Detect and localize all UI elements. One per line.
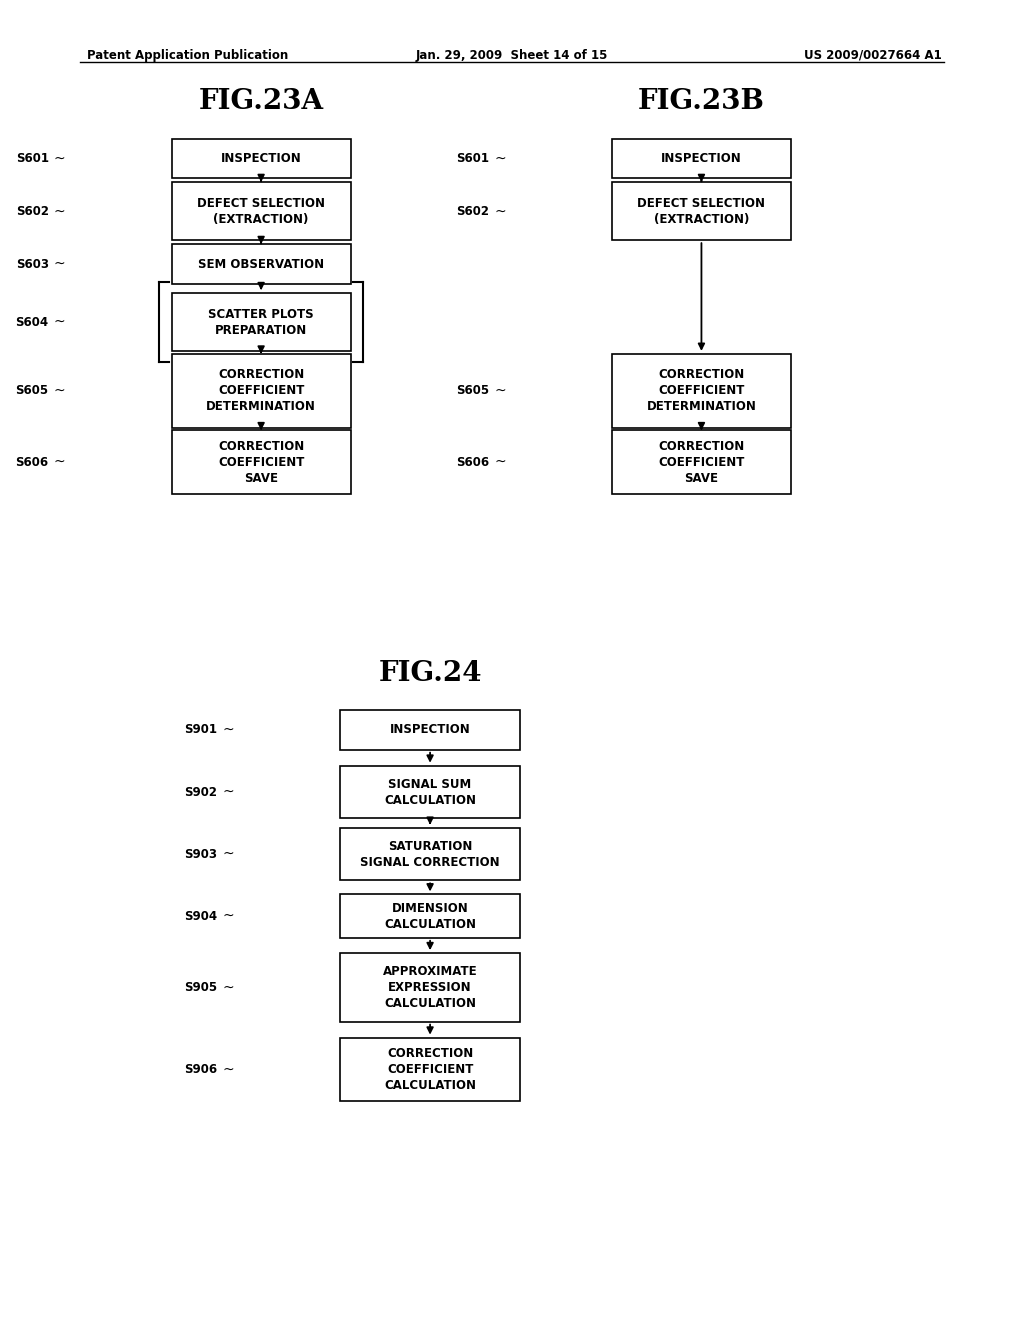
Text: ~: ~ xyxy=(222,1063,234,1076)
FancyBboxPatch shape xyxy=(340,766,520,818)
Text: Jan. 29, 2009  Sheet 14 of 15: Jan. 29, 2009 Sheet 14 of 15 xyxy=(416,49,608,62)
Text: ~: ~ xyxy=(53,384,66,397)
Text: ~: ~ xyxy=(222,847,234,861)
Text: FIG.24: FIG.24 xyxy=(378,660,482,686)
FancyBboxPatch shape xyxy=(340,895,520,937)
Text: CORRECTION
COEFFICIENT
SAVE: CORRECTION COEFFICIENT SAVE xyxy=(658,440,744,484)
FancyBboxPatch shape xyxy=(172,139,350,178)
Text: DEFECT SELECTION
(EXTRACTION): DEFECT SELECTION (EXTRACTION) xyxy=(637,197,766,226)
Text: S601: S601 xyxy=(456,152,489,165)
Text: ~: ~ xyxy=(222,785,234,799)
Text: CORRECTION
COEFFICIENT
SAVE: CORRECTION COEFFICIENT SAVE xyxy=(218,440,304,484)
FancyBboxPatch shape xyxy=(172,354,350,428)
Text: S606: S606 xyxy=(15,455,48,469)
Text: S605: S605 xyxy=(456,384,489,397)
FancyBboxPatch shape xyxy=(612,182,791,240)
Text: APPROXIMATE
EXPRESSION
CALCULATION: APPROXIMATE EXPRESSION CALCULATION xyxy=(383,965,477,1010)
Text: SATURATION
SIGNAL CORRECTION: SATURATION SIGNAL CORRECTION xyxy=(360,840,500,869)
Text: CORRECTION
COEFFICIENT
DETERMINATION: CORRECTION COEFFICIENT DETERMINATION xyxy=(646,368,757,413)
Text: S606: S606 xyxy=(456,455,489,469)
FancyBboxPatch shape xyxy=(172,293,350,351)
FancyBboxPatch shape xyxy=(612,354,791,428)
Text: S901: S901 xyxy=(184,723,217,737)
FancyBboxPatch shape xyxy=(612,139,791,178)
Text: CORRECTION
COEFFICIENT
DETERMINATION: CORRECTION COEFFICIENT DETERMINATION xyxy=(206,368,316,413)
Text: INSPECTION: INSPECTION xyxy=(662,152,741,165)
Text: S905: S905 xyxy=(184,981,217,994)
Text: S603: S603 xyxy=(15,257,48,271)
Text: DIMENSION
CALCULATION: DIMENSION CALCULATION xyxy=(384,902,476,931)
Text: FIG.23A: FIG.23A xyxy=(199,88,324,115)
Text: ~: ~ xyxy=(495,152,506,165)
Text: S602: S602 xyxy=(456,205,489,218)
Text: S906: S906 xyxy=(184,1063,217,1076)
Text: S601: S601 xyxy=(15,152,48,165)
Text: ~: ~ xyxy=(53,257,66,271)
FancyBboxPatch shape xyxy=(172,430,350,494)
Text: S604: S604 xyxy=(15,315,48,329)
Text: ~: ~ xyxy=(222,981,234,994)
FancyBboxPatch shape xyxy=(340,1038,520,1101)
Text: ~: ~ xyxy=(495,455,506,469)
Text: SCATTER PLOTS
PREPARATION: SCATTER PLOTS PREPARATION xyxy=(208,308,314,337)
Text: ~: ~ xyxy=(53,455,66,469)
Text: S602: S602 xyxy=(15,205,48,218)
Text: ~: ~ xyxy=(53,152,66,165)
Text: ~: ~ xyxy=(222,909,234,923)
Text: US 2009/0027664 A1: US 2009/0027664 A1 xyxy=(804,49,942,62)
Text: CORRECTION
COEFFICIENT
CALCULATION: CORRECTION COEFFICIENT CALCULATION xyxy=(384,1047,476,1092)
Text: ~: ~ xyxy=(53,205,66,218)
FancyBboxPatch shape xyxy=(172,244,350,284)
FancyBboxPatch shape xyxy=(340,953,520,1022)
FancyBboxPatch shape xyxy=(340,710,520,750)
Text: SEM OBSERVATION: SEM OBSERVATION xyxy=(198,257,325,271)
Text: SIGNAL SUM
CALCULATION: SIGNAL SUM CALCULATION xyxy=(384,777,476,807)
Text: S903: S903 xyxy=(184,847,217,861)
Text: ~: ~ xyxy=(495,384,506,397)
Text: ~: ~ xyxy=(495,205,506,218)
Text: S904: S904 xyxy=(184,909,217,923)
FancyBboxPatch shape xyxy=(612,430,791,494)
Text: FIG.23B: FIG.23B xyxy=(638,88,765,115)
FancyBboxPatch shape xyxy=(172,182,350,240)
Text: DEFECT SELECTION
(EXTRACTION): DEFECT SELECTION (EXTRACTION) xyxy=(197,197,326,226)
FancyBboxPatch shape xyxy=(340,828,520,880)
Text: ~: ~ xyxy=(53,315,66,329)
Text: ~: ~ xyxy=(222,723,234,737)
Text: INSPECTION: INSPECTION xyxy=(390,723,470,737)
Text: S605: S605 xyxy=(15,384,48,397)
Text: INSPECTION: INSPECTION xyxy=(221,152,301,165)
Text: Patent Application Publication: Patent Application Publication xyxy=(87,49,289,62)
Text: S902: S902 xyxy=(184,785,217,799)
